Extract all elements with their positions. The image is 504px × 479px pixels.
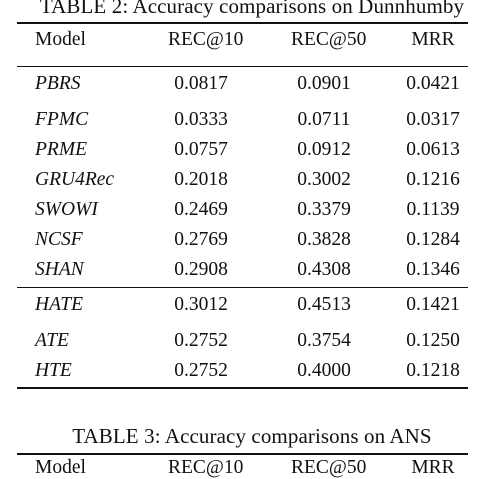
table3-header-row: Model REC@10 REC@50 MRR [0, 457, 504, 478]
table2-top-rule [17, 22, 468, 24]
table2-bottom-rule [17, 387, 468, 389]
mrr-value: 0.1284 [406, 229, 460, 250]
rec50-value: 0.4513 [297, 294, 351, 315]
rec10-value: 0.2752 [174, 360, 228, 381]
model-name: HATE [35, 294, 84, 315]
mrr-value: 0.1216 [406, 169, 460, 190]
model-name: SHAN [35, 259, 84, 280]
model-name: NCSF [35, 229, 83, 250]
header-mrr: MRR [411, 29, 455, 50]
mrr-value: 0.0613 [406, 139, 460, 160]
model-name: PBRS [35, 73, 81, 94]
rec10-value: 0.2469 [174, 199, 228, 220]
mrr-value: 0.1139 [406, 199, 460, 220]
rec10-value: 0.2769 [174, 229, 228, 250]
rec10-value: 0.0757 [174, 139, 228, 160]
rec50-value: 0.4000 [297, 360, 351, 381]
rec10-value: 0.2018 [174, 169, 228, 190]
rec50-value: 0.4308 [297, 259, 351, 280]
rec50-value: 0.0711 [297, 109, 351, 130]
rec50-value: 0.3828 [297, 229, 351, 250]
header-rec10: REC@10 [168, 29, 244, 50]
rec50-value: 0.3379 [297, 199, 351, 220]
model-name: HTE [35, 360, 72, 381]
mrr-value: 0.1218 [406, 360, 460, 381]
rec10-value: 0.3012 [174, 294, 228, 315]
rec50-value: 0.0901 [297, 73, 351, 94]
model-name: FPMC [35, 109, 89, 130]
rec10-value: 0.2752 [174, 330, 228, 351]
header-model: Model [35, 457, 86, 478]
model-name: GRU4Rec [35, 169, 115, 190]
mrr-value: 0.0421 [406, 73, 460, 94]
table3-top-rule [17, 453, 468, 455]
model-name: SWOWI [35, 199, 98, 220]
header-rec10: REC@10 [168, 457, 244, 478]
mrr-value: 0.0317 [406, 109, 460, 130]
mrr-value: 0.1346 [406, 259, 460, 280]
header-mrr: MRR [411, 457, 455, 478]
table3-caption: TABLE 3: Accuracy comparisons on ANS [72, 424, 432, 448]
table2-header-rule [17, 66, 468, 67]
header-rec50: REC@50 [291, 457, 367, 478]
mrr-value: 0.1250 [406, 330, 460, 351]
table2-group-rule [17, 287, 468, 288]
mrr-value: 0.1421 [406, 294, 460, 315]
rec10-value: 0.0333 [174, 109, 228, 130]
rec50-value: 0.3754 [297, 330, 351, 351]
rec50-value: 0.0912 [297, 139, 351, 160]
model-name: PRME [35, 139, 87, 160]
rec10-value: 0.0817 [174, 73, 228, 94]
rec10-value: 0.2908 [174, 259, 228, 280]
header-model: Model [35, 29, 86, 50]
model-name: ATE [35, 330, 69, 351]
table2-caption: TABLE 2: Accuracy comparisons on Dunnhum… [39, 0, 465, 18]
header-rec50: REC@50 [291, 29, 367, 50]
rec50-value: 0.3002 [297, 169, 351, 190]
